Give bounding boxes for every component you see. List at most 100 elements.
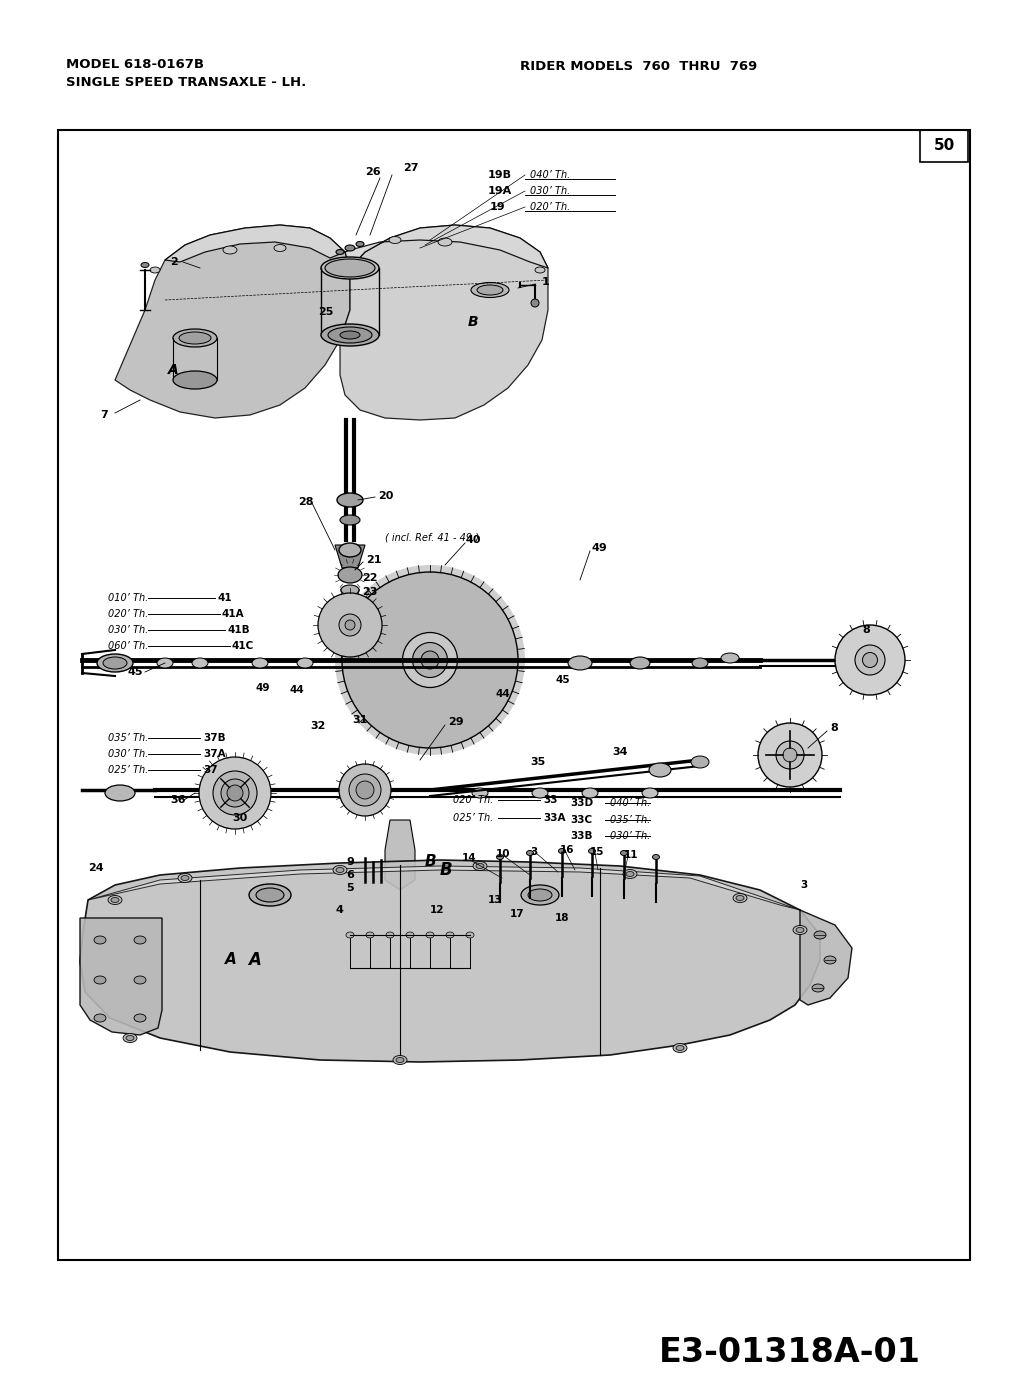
Text: 41: 41 <box>217 593 231 604</box>
Ellipse shape <box>178 874 192 882</box>
Ellipse shape <box>105 785 135 801</box>
Text: SINGLE SPEED TRANSAXLE - LH.: SINGLE SPEED TRANSAXLE - LH. <box>66 77 307 89</box>
Text: 20: 20 <box>378 491 393 501</box>
Ellipse shape <box>150 267 160 273</box>
Ellipse shape <box>472 787 488 798</box>
Text: 035’ Th.: 035’ Th. <box>610 815 650 825</box>
Ellipse shape <box>340 515 360 524</box>
Ellipse shape <box>173 330 217 346</box>
Text: 3: 3 <box>800 881 807 890</box>
Ellipse shape <box>345 245 355 250</box>
Text: 020’ Th.: 020’ Th. <box>530 202 571 211</box>
Ellipse shape <box>173 371 217 389</box>
Text: 15: 15 <box>590 847 605 857</box>
Ellipse shape <box>783 748 797 762</box>
Ellipse shape <box>342 572 518 748</box>
Ellipse shape <box>386 932 394 938</box>
Ellipse shape <box>389 236 401 243</box>
Ellipse shape <box>568 657 592 670</box>
Ellipse shape <box>692 658 708 668</box>
Ellipse shape <box>338 764 391 817</box>
Text: 17: 17 <box>510 908 524 919</box>
Ellipse shape <box>812 983 824 992</box>
Ellipse shape <box>691 755 709 768</box>
Text: 49: 49 <box>592 542 608 554</box>
Ellipse shape <box>721 652 739 664</box>
Text: 37B: 37B <box>203 733 226 743</box>
Text: 19B: 19B <box>488 170 512 179</box>
Polygon shape <box>80 860 820 1061</box>
Text: 010’ Th.: 010’ Th. <box>108 593 149 604</box>
Text: 41A: 41A <box>222 609 245 619</box>
Ellipse shape <box>630 657 650 669</box>
Ellipse shape <box>97 654 133 672</box>
Ellipse shape <box>328 327 372 344</box>
Text: 060’ Th.: 060’ Th. <box>108 641 149 651</box>
Text: 44: 44 <box>290 684 304 696</box>
Text: 020’ Th.: 020’ Th. <box>453 796 493 805</box>
Text: 45: 45 <box>128 668 143 677</box>
Ellipse shape <box>528 889 552 901</box>
Text: B: B <box>425 854 437 869</box>
Text: ( incl. Ref. 41 - 49 ): ( incl. Ref. 41 - 49 ) <box>385 533 479 542</box>
Ellipse shape <box>338 568 362 583</box>
Text: 035’ Th.: 035’ Th. <box>108 733 149 743</box>
Ellipse shape <box>179 332 211 344</box>
Ellipse shape <box>531 299 539 307</box>
Ellipse shape <box>94 936 106 944</box>
Ellipse shape <box>496 854 504 860</box>
Ellipse shape <box>336 249 344 255</box>
Ellipse shape <box>466 932 474 938</box>
Ellipse shape <box>649 764 671 778</box>
Ellipse shape <box>325 259 375 277</box>
Polygon shape <box>165 225 548 268</box>
Ellipse shape <box>477 285 503 295</box>
Text: 4: 4 <box>335 906 343 915</box>
Polygon shape <box>80 918 162 1035</box>
Ellipse shape <box>345 620 355 630</box>
Text: B: B <box>440 861 453 879</box>
Ellipse shape <box>340 331 360 339</box>
Text: 1: 1 <box>542 277 550 287</box>
Ellipse shape <box>126 1035 134 1040</box>
Ellipse shape <box>249 885 291 906</box>
Ellipse shape <box>814 931 826 939</box>
Ellipse shape <box>337 492 363 506</box>
Ellipse shape <box>321 257 379 280</box>
Ellipse shape <box>393 1056 407 1064</box>
Ellipse shape <box>366 932 374 938</box>
Text: 44: 44 <box>496 689 511 700</box>
Text: 22: 22 <box>362 573 378 583</box>
Ellipse shape <box>256 887 284 901</box>
Text: 3: 3 <box>530 847 538 857</box>
Ellipse shape <box>835 625 905 696</box>
Ellipse shape <box>796 928 804 932</box>
Text: 030’ Th.: 030’ Th. <box>530 186 571 196</box>
Ellipse shape <box>103 657 127 669</box>
Ellipse shape <box>227 785 243 801</box>
Text: 33: 33 <box>543 796 557 805</box>
Text: 7: 7 <box>100 410 107 420</box>
Text: 020’ Th.: 020’ Th. <box>108 609 149 619</box>
Text: A: A <box>225 953 236 968</box>
Text: 13: 13 <box>488 894 503 906</box>
Text: 50: 50 <box>933 139 955 153</box>
Text: 025’ Th.: 025’ Th. <box>453 812 493 823</box>
Ellipse shape <box>673 1043 687 1053</box>
Ellipse shape <box>335 565 525 755</box>
Text: 40: 40 <box>465 536 481 545</box>
Text: 16: 16 <box>560 844 575 855</box>
Text: 31: 31 <box>352 715 367 725</box>
Ellipse shape <box>157 658 173 668</box>
Ellipse shape <box>111 897 119 903</box>
Polygon shape <box>340 225 548 420</box>
Text: 24: 24 <box>88 862 103 874</box>
Text: 2: 2 <box>170 257 178 267</box>
Ellipse shape <box>476 864 484 868</box>
Text: 12: 12 <box>430 906 445 915</box>
Ellipse shape <box>736 896 744 900</box>
Text: 030’ Th.: 030’ Th. <box>108 748 149 759</box>
Text: 34: 34 <box>612 747 627 757</box>
Ellipse shape <box>275 245 286 252</box>
Ellipse shape <box>854 645 885 675</box>
